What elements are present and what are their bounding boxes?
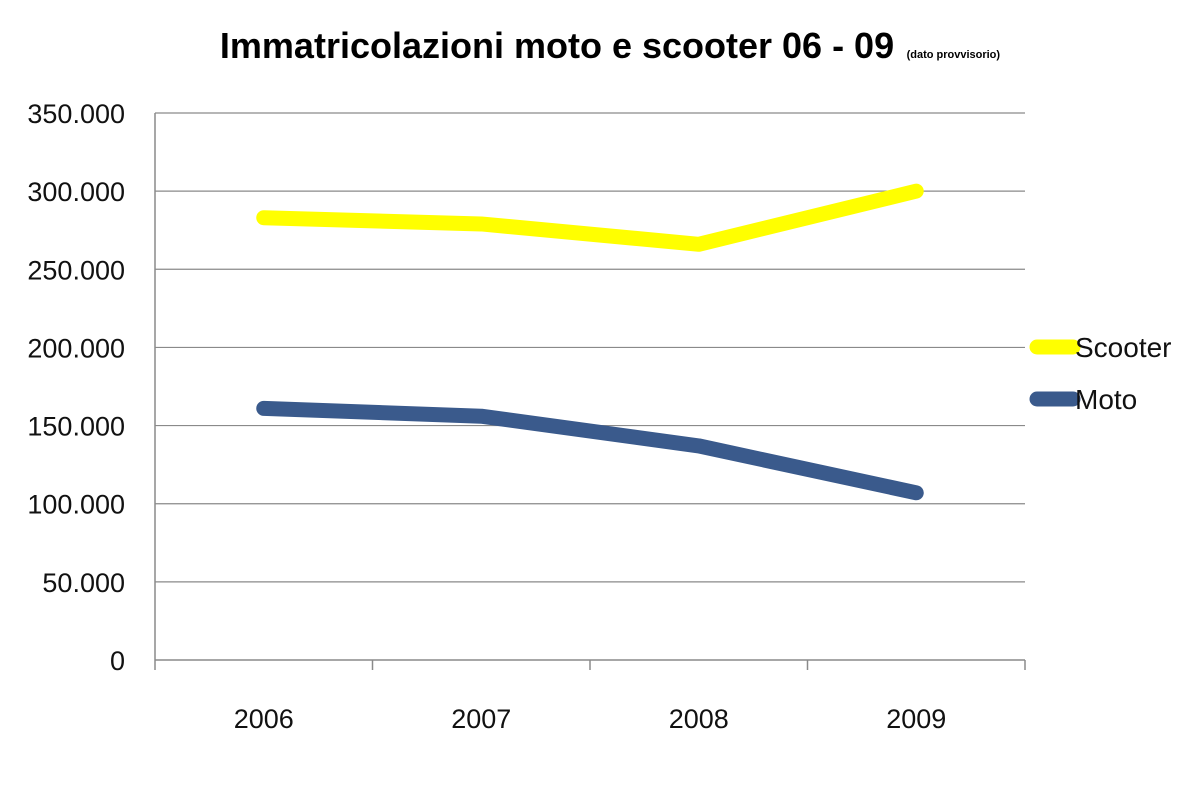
y-tick-label: 200.000 bbox=[27, 333, 125, 363]
x-tick-label: 2006 bbox=[234, 704, 294, 734]
y-tick-label: 150.000 bbox=[27, 412, 125, 442]
series-line-scooter bbox=[256, 183, 924, 252]
y-tick-label: 250.000 bbox=[27, 255, 125, 285]
y-tick-label: 300.000 bbox=[27, 177, 125, 207]
x-tick-label: 2007 bbox=[451, 704, 511, 734]
x-tick-label: 2009 bbox=[886, 704, 946, 734]
series-line-moto bbox=[256, 400, 924, 501]
y-axis-ticks: 0 50.000 100.000 150.000 200.000 250.000 300.0… bbox=[27, 99, 125, 676]
x-axis-ticks: 2006 2007 2008 2009 bbox=[234, 704, 947, 734]
chart-subtitle: (dato provvisorio) bbox=[907, 49, 1001, 61]
y-tick-label: 100.000 bbox=[27, 490, 125, 520]
legend-label-moto: Moto bbox=[1075, 384, 1137, 415]
gridlines bbox=[155, 112, 1025, 583]
series-lines bbox=[256, 183, 924, 501]
y-tick-label: 0 bbox=[110, 646, 125, 676]
chart-title: Immatricolazioni moto e scooter 06 - 09 … bbox=[220, 25, 1000, 66]
axes bbox=[154, 113, 1026, 670]
chart-title-main: Immatricolazioni moto e scooter 06 - 09 bbox=[220, 25, 894, 66]
legend-label-scooter: Scooter bbox=[1075, 332, 1172, 363]
x-tick-label: 2008 bbox=[669, 704, 729, 734]
y-tick-label: 50.000 bbox=[42, 568, 125, 598]
y-tick-label: 350.000 bbox=[27, 99, 125, 129]
legend: Scooter Moto bbox=[1029, 332, 1172, 415]
